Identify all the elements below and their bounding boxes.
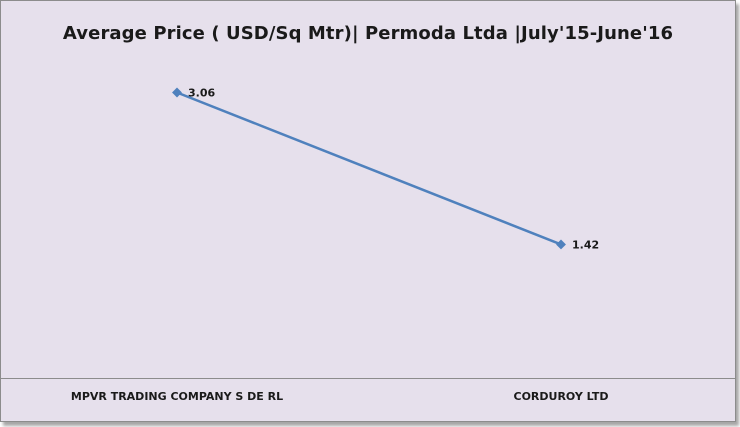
data-label: 3.06 <box>188 87 215 100</box>
x-tick-label: CORDUROY LTD <box>513 390 609 403</box>
data-label: 1.42 <box>572 238 599 251</box>
chart-title: Average Price ( USD/Sq Mtr)| Permoda Ltd… <box>62 23 674 44</box>
data-point-marker <box>172 87 182 98</box>
plot-area: 3.06 1.42 <box>172 87 599 252</box>
x-axis-line <box>1 378 735 379</box>
data-labels-group: 3.06 1.42 <box>188 87 599 252</box>
x-tick-label: MPVR TRADING COMPANY S DE RL <box>70 390 284 403</box>
markers-group <box>172 87 566 250</box>
data-point-marker <box>556 239 566 250</box>
series-line <box>176 91 562 246</box>
